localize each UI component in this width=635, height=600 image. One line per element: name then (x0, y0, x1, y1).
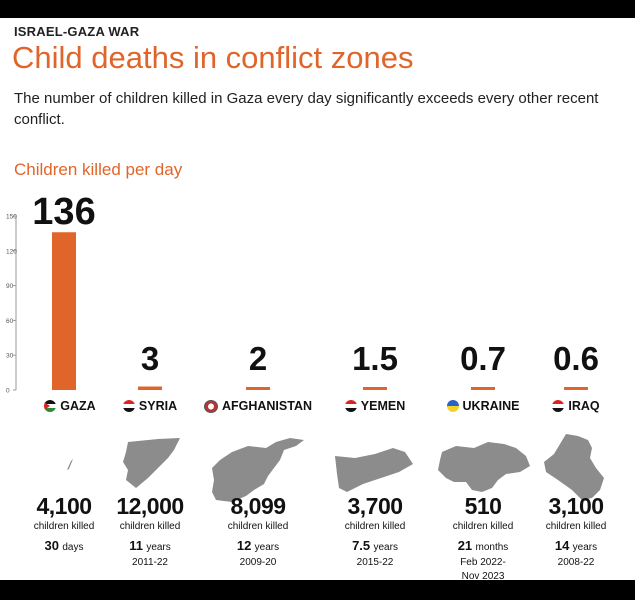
y-tick-label: 60 (6, 318, 14, 325)
duration: 30 days (44, 538, 84, 553)
stat-gaza: 4,100 children killed 30 days (9, 494, 119, 556)
country-label-afghanistan: AFGHANISTAN (203, 399, 313, 413)
year-range: 2015-22 (356, 557, 394, 568)
bar-gaza (52, 232, 76, 390)
yemen-flag-icon (344, 400, 357, 412)
children-killed-total: 3,700 (347, 493, 403, 519)
chart-title: Children killed per day (14, 160, 183, 179)
year-range: 2011-22 (132, 557, 168, 568)
infographic: ISRAEL-GAZA WAR Child deaths in conflict… (0, 18, 635, 580)
yemen-map-icon (335, 448, 413, 492)
duration: 12 years (236, 538, 280, 553)
iraq-map-icon (544, 434, 604, 500)
y-tick-label: 30 (6, 353, 14, 360)
palestine-flag-icon (44, 400, 57, 412)
country-name: GAZA (60, 399, 96, 413)
afghanistan-flag-icon (203, 399, 218, 413)
bar-chart: 0 30 60 90 120 150 136 3 2 1.5 0.7 0.6 (6, 191, 599, 395)
bar-syria (138, 386, 162, 390)
bar-afghanistan (246, 387, 270, 390)
children-killed-total: 12,000 (116, 493, 184, 519)
year-range: 2008-22 (557, 557, 595, 568)
y-tick-label: 150 (6, 214, 17, 221)
children-killed-total: 4,100 (36, 493, 92, 519)
bar-value-label: 3 (141, 340, 159, 377)
year-range: 2009-20 (239, 557, 277, 568)
iraq-flag-icon (552, 400, 565, 412)
duration: 11 years (129, 538, 171, 553)
country-name: SYRIA (138, 399, 178, 413)
afghanistan-map-icon (212, 438, 304, 502)
y-tick-label: 120 (6, 248, 17, 255)
stat-ukraine: 510 children killed 21 months Feb 2022- … (428, 494, 538, 580)
country-name: YEMEN (360, 399, 406, 413)
bar-value-label: 2 (249, 340, 267, 377)
country-name: IRAQ (568, 399, 600, 413)
children-killed-label: children killed (344, 521, 406, 532)
gaza-map-icon (67, 459, 73, 470)
year-range: Feb 2022- Nov 2023 (460, 557, 506, 580)
children-killed-label: children killed (452, 521, 514, 532)
stat-afghanistan: 8,099 children killed 12 years 2009-20 (203, 494, 313, 570)
children-killed-label: children killed (119, 521, 181, 532)
duration: 14 years (554, 538, 598, 553)
children-killed-total: 8,099 (230, 493, 286, 519)
subtitle: The number of children killed in Gaza ev… (14, 90, 599, 128)
duration: 21 months (457, 538, 509, 553)
y-tick-label: 0 (6, 388, 10, 395)
stat-yemen: 3,700 children killed 7.5 years 2015-22 (320, 494, 430, 570)
bar-value-label: 1.5 (352, 340, 398, 377)
country-label-syria: SYRIA (95, 399, 205, 413)
children-killed-total: 510 (464, 493, 502, 519)
country-label-yemen: YEMEN (320, 399, 430, 413)
bar-yemen (363, 387, 387, 390)
stat-syria: 12,000 children killed 11 years 2011-22 (95, 494, 205, 570)
page-title: Child deaths in conflict zones (12, 40, 414, 75)
bar-iraq (564, 387, 588, 390)
country-name: UKRAINE (462, 399, 520, 413)
bar-value-label: 0.6 (553, 340, 599, 377)
bar-ukraine (471, 387, 495, 390)
country-name: AFGHANISTAN (221, 399, 313, 413)
country-label-gaza: GAZA (15, 399, 125, 413)
ukraine-map-icon (438, 442, 530, 492)
children-killed-label: children killed (33, 521, 95, 532)
duration: 7.5 years (352, 538, 398, 553)
bar-value-label: 0.7 (460, 340, 506, 377)
country-label-ukraine: UKRAINE (428, 399, 538, 413)
children-killed-label: children killed (227, 521, 289, 532)
bar-value-label: 136 (32, 191, 95, 233)
syria-flag-icon (122, 400, 135, 412)
ukraine-flag-icon (446, 400, 459, 412)
stat-iraq: 3,100 children killed 14 years 2008-22 (521, 494, 631, 570)
syria-map-icon (123, 438, 180, 488)
y-tick-label: 90 (6, 283, 14, 290)
country-label-iraq: IRAQ (521, 399, 631, 413)
children-killed-total: 3,100 (548, 493, 604, 519)
children-killed-label: children killed (545, 521, 607, 532)
kicker: ISRAEL-GAZA WAR (14, 24, 140, 39)
